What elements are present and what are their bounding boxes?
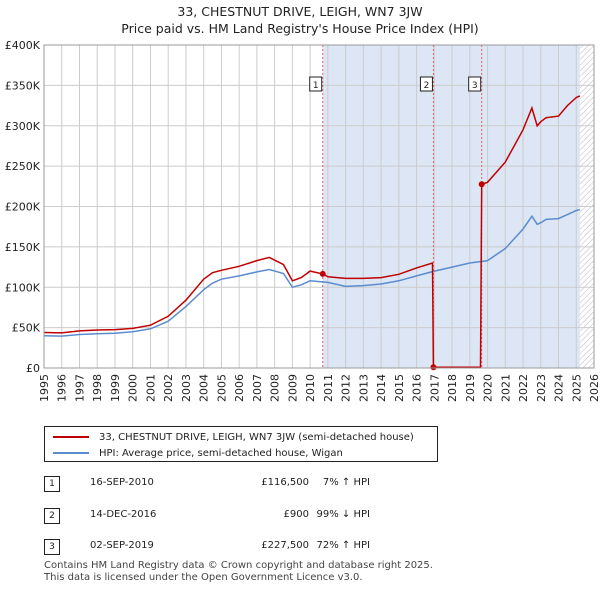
x-tick-label: 1998 [91, 374, 104, 402]
legend-swatch-hpi [53, 452, 89, 454]
x-tick-label: 1999 [109, 374, 122, 402]
x-tick-label: 2002 [162, 374, 175, 402]
table-row: 2 14-DEC-2016 £900 99% ↓ HPI [44, 508, 374, 526]
y-tick-label: £200K [5, 201, 41, 214]
x-tick-label: 2020 [482, 374, 495, 402]
x-tick-label: 2026 [588, 374, 600, 402]
y-tick-label: £400K [5, 39, 41, 52]
sale-marker-box [468, 76, 482, 92]
x-tick-label: 2022 [517, 374, 530, 402]
table-row: 3 02-SEP-2019 £227,500 72% ↑ HPI [44, 539, 374, 557]
x-tick-label: 2010 [304, 374, 317, 402]
y-tick-label: £150K [5, 241, 41, 254]
transaction-hpi: 7% ↑ HPI [322, 477, 370, 488]
hpi-line [43, 208, 580, 337]
sale-point [319, 270, 326, 277]
legend-item-hpi: HPI: Average price, semi-detached house,… [53, 445, 343, 461]
sale-marker-label: 3 [472, 81, 478, 91]
y-tick-label: £300K [5, 120, 41, 133]
x-tick-label: 2015 [393, 374, 406, 402]
x-tick-label: 2012 [340, 374, 353, 402]
sale-point [478, 181, 485, 188]
x-tick-label: 2021 [499, 374, 512, 402]
property-price-line [43, 95, 581, 369]
y-tick-label: £100K [5, 281, 41, 294]
transaction-number: 1 [44, 476, 60, 492]
x-tick-label: 1995 [38, 374, 51, 402]
x-tick-label: 2023 [535, 374, 548, 402]
sale-marker-label: 1 [313, 81, 319, 91]
transaction-number: 3 [44, 539, 60, 555]
sale-marker-label: 2 [424, 81, 430, 91]
x-tick-label: 2001 [144, 374, 157, 402]
plot-frame [43, 44, 595, 369]
sale-marker-box [419, 76, 433, 92]
x-tick-label: 2008 [269, 374, 282, 402]
y-tick-label: £250K [5, 160, 41, 173]
x-tick-label: 1996 [56, 374, 69, 402]
transaction-date: 02-SEP-2019 [90, 540, 154, 551]
legend-swatch-property [53, 436, 89, 438]
x-tick-label: 2013 [357, 374, 370, 402]
legend-label-hpi: HPI: Average price, semi-detached house,… [99, 447, 343, 459]
transaction-price: £900 [283, 509, 309, 520]
transaction-hpi: 99% ↓ HPI [316, 509, 370, 520]
x-tick-label: 2000 [127, 374, 140, 402]
sale-marker-box [309, 76, 323, 92]
sale-point [430, 364, 437, 371]
x-tick-label: 2003 [180, 374, 193, 402]
transaction-date: 14-DEC-2016 [90, 509, 157, 520]
x-tick-label: 2016 [411, 374, 424, 402]
x-tick-label: 2004 [198, 374, 211, 402]
y-tick-label: £50K [12, 322, 41, 335]
y-tick-label: £350K [5, 79, 41, 92]
x-tick-label: 2025 [570, 374, 583, 402]
x-tick-label: 2011 [322, 374, 335, 402]
x-tick-label: 2017 [428, 374, 441, 402]
x-tick-label: 2014 [375, 374, 388, 402]
transaction-price: £227,500 [261, 540, 309, 551]
transaction-number: 2 [44, 508, 60, 524]
legend-item-property: 33, CHESTNUT DRIVE, LEIGH, WN7 3JW (semi… [53, 429, 414, 445]
x-tick-label: 2006 [233, 374, 246, 402]
legend-label-property: 33, CHESTNUT DRIVE, LEIGH, WN7 3JW (semi… [99, 431, 414, 443]
x-tick-label: 2009 [286, 374, 299, 402]
footer-copyright: Contains HM Land Registry data © Crown c… [44, 560, 433, 571]
price-chart: £0 £50K £100K £150K £200K £250K £300K £350K £400… [5, 39, 600, 402]
x-tick-label: 2024 [553, 374, 566, 402]
x-tick-label: 2018 [446, 374, 459, 402]
x-tick-label: 2019 [464, 374, 477, 402]
chart-title: 33, CHESTNUT DRIVE, LEIGH, WN7 3JW [177, 4, 423, 19]
transaction-date: 16-SEP-2010 [90, 477, 154, 488]
transaction-price: £116,500 [261, 477, 309, 488]
table-row: 1 16-SEP-2010 £116,500 7% ↑ HPI [44, 476, 374, 494]
chart-subtitle: Price paid vs. HM Land Registry's House … [121, 21, 479, 36]
x-tick-label: 2005 [215, 374, 228, 402]
transaction-hpi: 72% ↑ HPI [316, 540, 370, 551]
x-tick-label: 2007 [251, 374, 264, 402]
x-tick-label: 1997 [73, 374, 86, 402]
footer-licence: This data is licensed under the Open Gov… [44, 572, 363, 583]
y-tick-label: £0 [26, 362, 40, 375]
legend: 33, CHESTNUT DRIVE, LEIGH, WN7 3JW (semi… [44, 426, 438, 462]
